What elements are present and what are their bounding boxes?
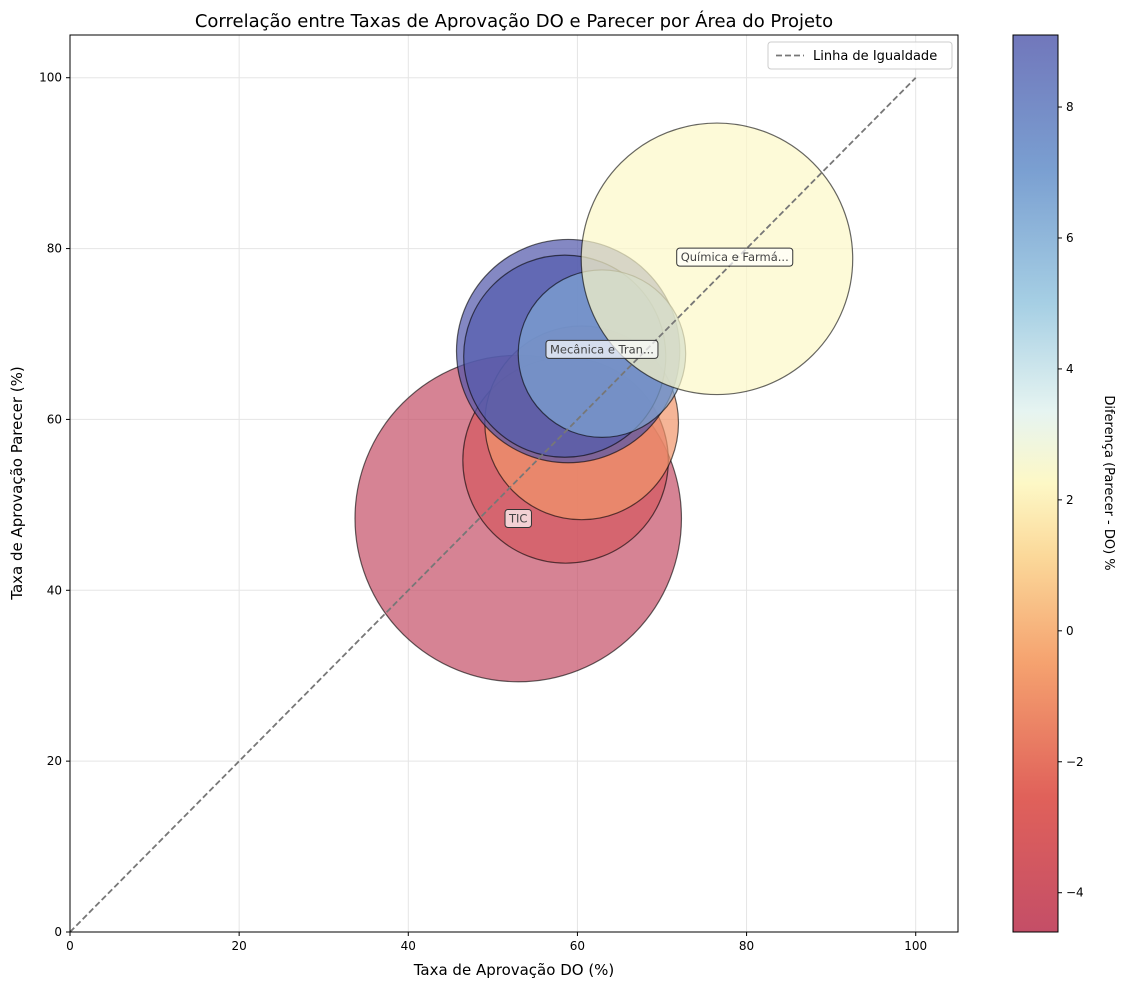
y-tick-label: 60 [47, 412, 62, 426]
colorbar-tick-label: 0 [1066, 624, 1074, 638]
colorbar-gradient [1012, 34, 1059, 933]
colorbar-tick-label: 6 [1066, 231, 1074, 245]
y-axis-label: Taxa de Aprovação Parecer (%) [8, 366, 26, 600]
legend-entry-igualdade: Linha de Igualdade [813, 49, 937, 64]
y-tick-label: 20 [47, 754, 62, 768]
y-tick-label: 0 [54, 925, 62, 939]
x-tick-label: 40 [401, 939, 416, 953]
y-tick-label: 100 [39, 71, 62, 85]
equality-line [70, 77, 917, 932]
colorbar-tick-label: −4 [1066, 886, 1084, 900]
annotation-2: Mecânica e Tran... [545, 339, 659, 359]
annotation-label: TIC [508, 512, 527, 526]
legend: Linha de Igualdade [767, 41, 953, 70]
annotation-box [504, 509, 532, 529]
annotation-label: Mecânica e Tran... [550, 342, 654, 356]
colorbar-ticks: −4 −2 0 2 4 6 8 [1058, 100, 1084, 900]
annotation-layer: TIC Mecânica e Tran... Química e Farmá... [504, 247, 794, 529]
chart-title: Correlação entre Taxas de Aprovação DO e… [195, 10, 833, 32]
x-tick-label: 60 [570, 939, 585, 953]
legend-box [767, 41, 953, 70]
y-tick-label: 40 [47, 583, 62, 597]
x-tick-label: 20 [232, 939, 247, 953]
plot-frame [69, 34, 959, 933]
x-tick-label: 80 [739, 939, 754, 953]
annotation-box [676, 247, 794, 267]
annotation-3: Química e Farmá... [676, 247, 794, 267]
colorbar-tick-label: 8 [1066, 100, 1074, 114]
x-axis-label: Taxa de Aprovação DO (%) [413, 961, 615, 979]
colorbar-tick-label: 2 [1066, 493, 1074, 507]
annotation-box [545, 339, 659, 359]
colorbar: −4 −2 0 2 4 6 8 Diferença (Parecer - DO) % [1012, 34, 1116, 933]
colorbar-tick-label: 4 [1066, 362, 1074, 376]
data-layer [70, 77, 917, 932]
colorbar-label: Diferença (Parecer - DO) % [1101, 395, 1116, 570]
x-tick-label: 100 [904, 939, 927, 953]
x-tick-label: 0 [66, 939, 74, 953]
colorbar-tick-label: −2 [1066, 755, 1084, 769]
annotation-1: TIC [504, 509, 532, 529]
y-tick-label: 80 [47, 242, 62, 256]
y-axis-ticks: 0 20 40 60 80 100 [39, 71, 70, 939]
x-axis-ticks: 0 20 40 60 80 100 [66, 932, 927, 953]
annotation-label: Química e Farmá... [681, 250, 789, 264]
